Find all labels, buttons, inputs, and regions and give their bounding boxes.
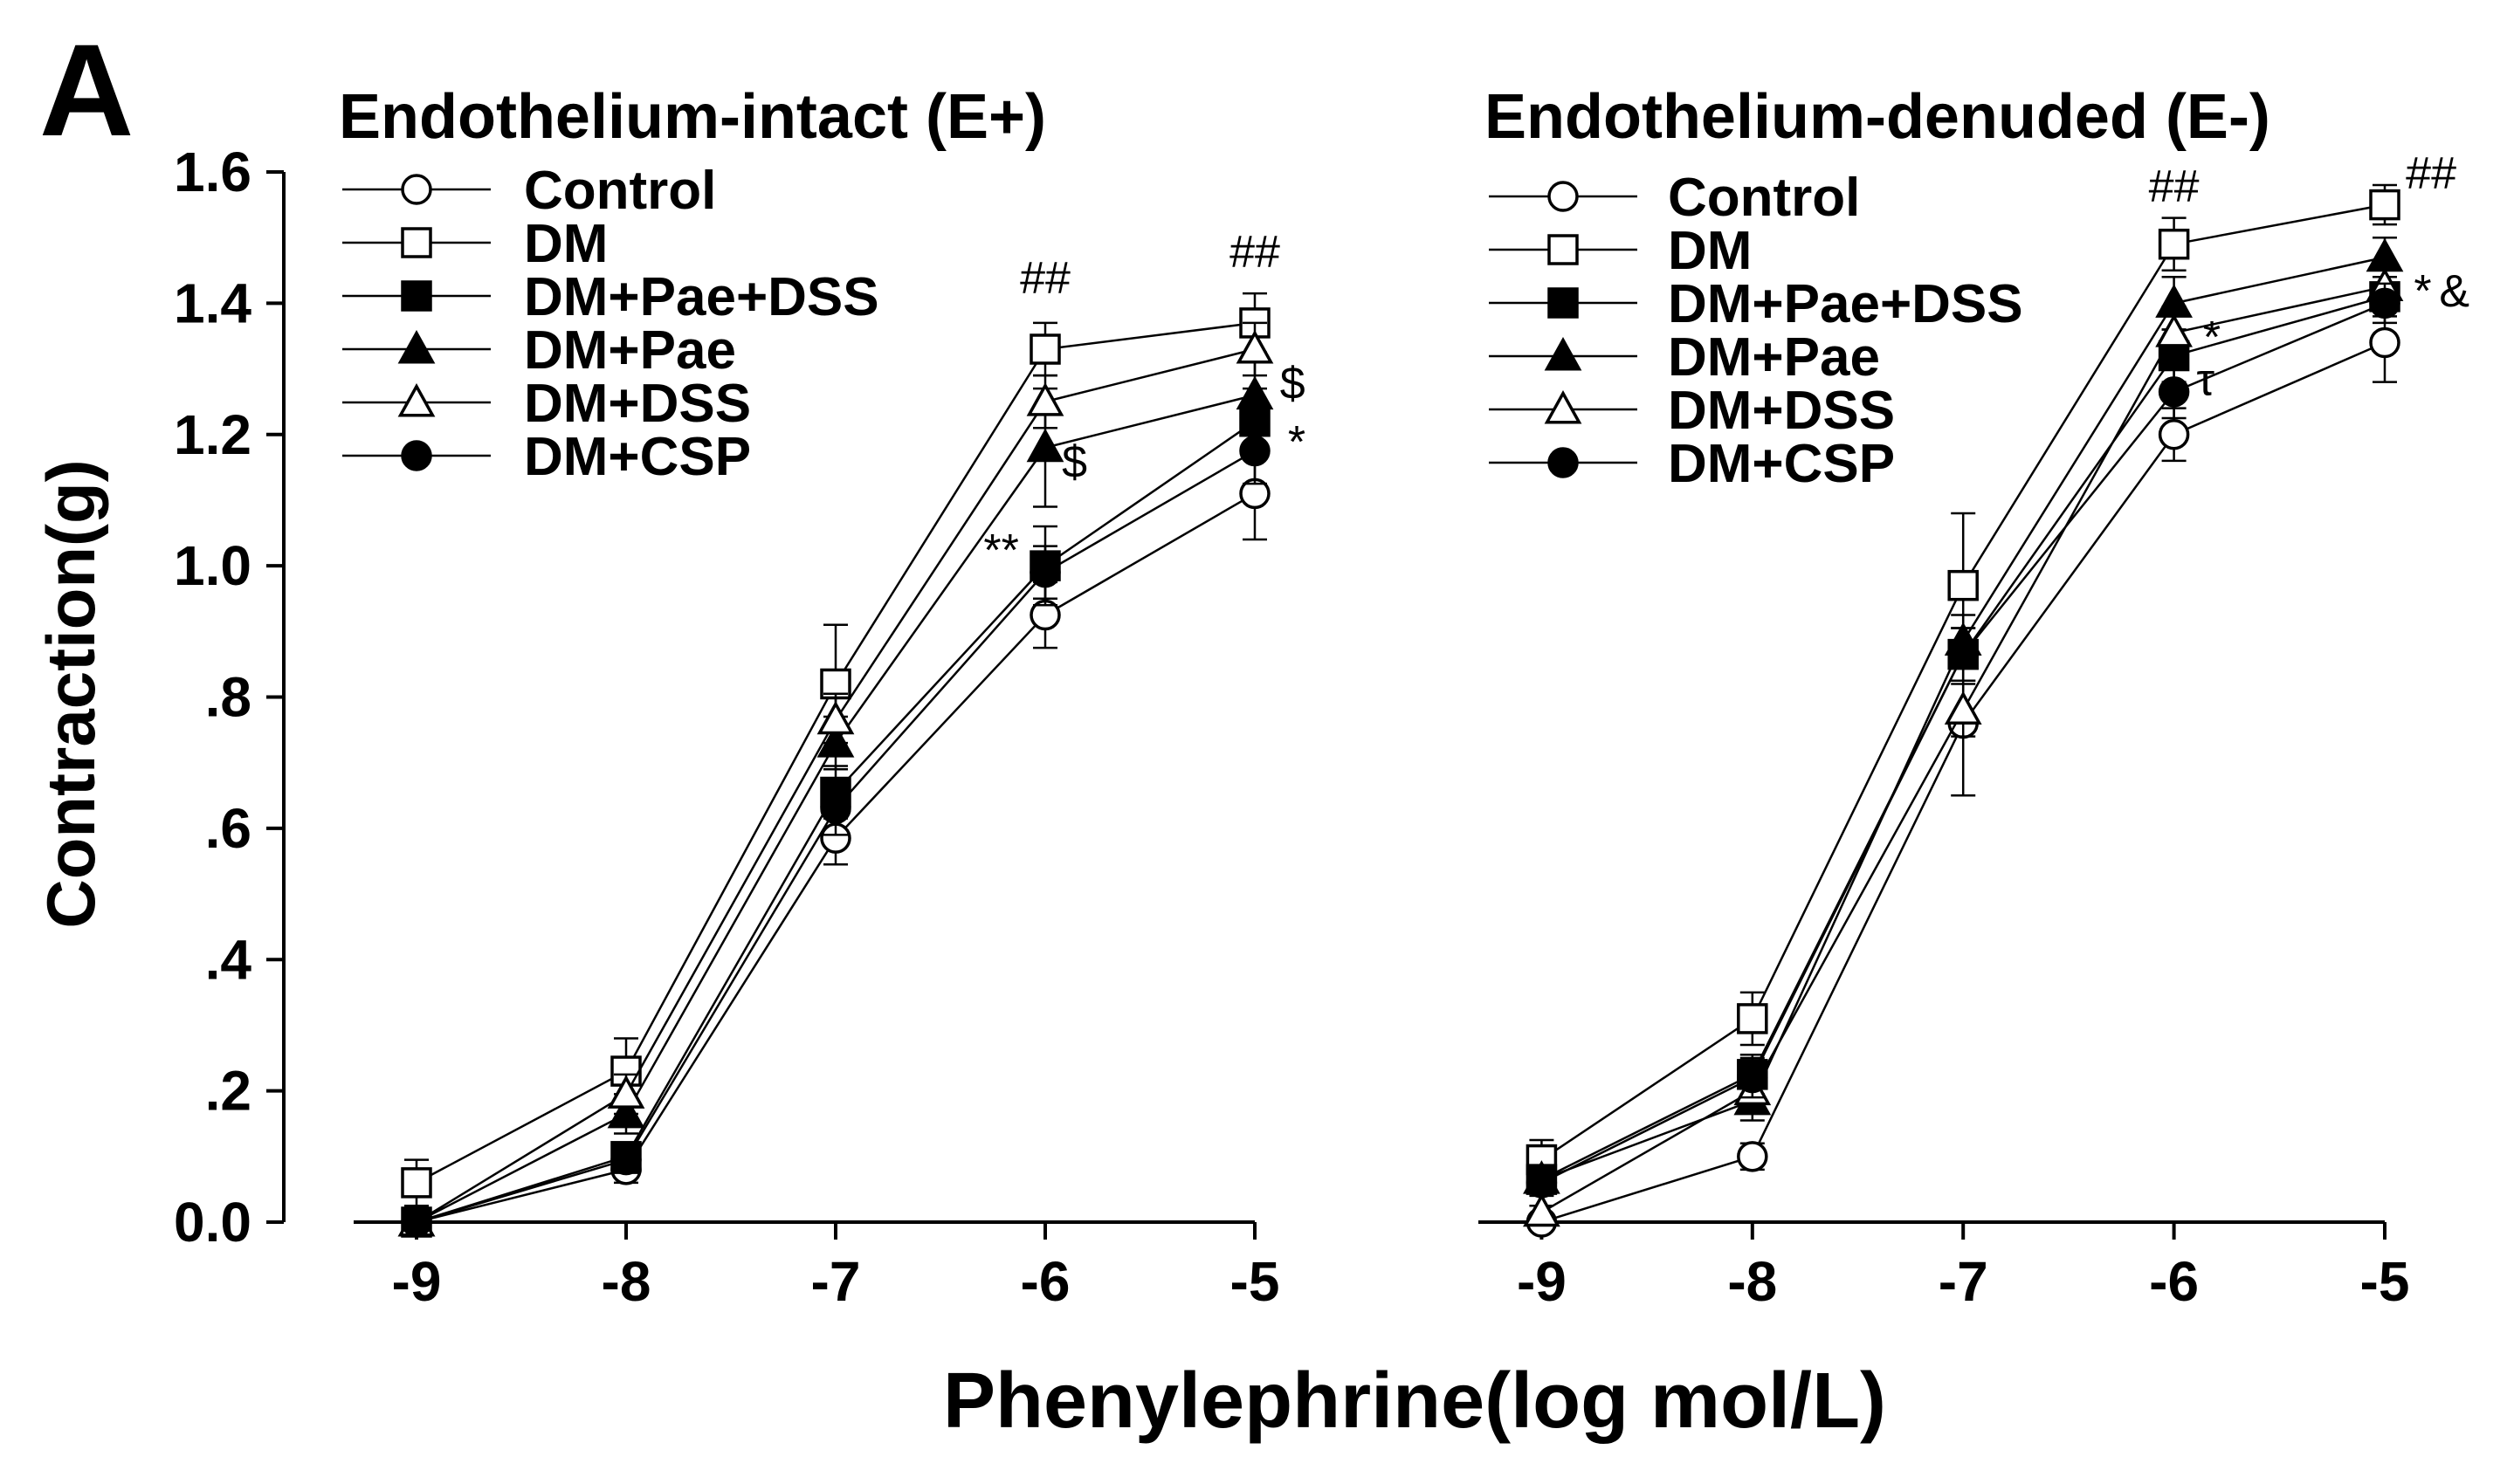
legend-marker-dm-pae [1544, 336, 1582, 371]
y-tick-label: .6 [205, 797, 251, 860]
legend-marker-dm-pae-dss [1547, 287, 1579, 319]
legend-label: DM+CSP [524, 427, 751, 487]
significance-annotation: ## [1020, 253, 1071, 304]
legend-label: DM+Pae [524, 320, 736, 381]
data-point-dm-csp [820, 793, 851, 825]
data-point-dm-csp [401, 1206, 432, 1238]
x-tick-label: -5 [2360, 1250, 2410, 1313]
data-point-dm-csp [2369, 287, 2400, 319]
data-point-dm [401, 1167, 432, 1199]
legend-label: DM+CSP [1668, 434, 1895, 494]
significance-annotation: $ [1280, 358, 1305, 409]
data-point-dm [2369, 189, 2400, 221]
data-point-dm-dss [1236, 330, 1274, 364]
x-tick-label: -8 [602, 1250, 651, 1313]
legend-marker-dm-dss [397, 382, 436, 417]
series-control [1526, 302, 2400, 1238]
y-tick-label: 1.4 [174, 271, 251, 334]
data-point-dm-dss [2155, 313, 2193, 347]
data-point-dm-pae [1026, 428, 1064, 463]
data-point-dm-dss [1026, 382, 1064, 416]
significance-annotation: ## [2406, 148, 2456, 199]
legend-label: DM+DSS [524, 374, 751, 434]
x-tick-label: -9 [392, 1250, 442, 1313]
data-point-dm-csp [2158, 376, 2190, 408]
legend-label: DM+Pae+DSS [524, 267, 879, 327]
x-tick-label: -8 [1727, 1250, 1777, 1313]
x-tick-label: -7 [811, 1250, 861, 1313]
data-point-control [2369, 326, 2400, 359]
x-tick-label: -5 [1230, 1250, 1280, 1313]
legend-label: Control [524, 161, 716, 221]
panel-label: A [39, 17, 134, 163]
data-point-dm-dss [816, 700, 855, 735]
data-point-dm-csp [1030, 556, 1061, 588]
data-point-dm [1737, 1003, 1768, 1034]
series-dm-csp [401, 416, 1271, 1238]
legend-label: DM [1668, 221, 1752, 281]
y-tick-label: .8 [205, 666, 251, 729]
data-point-dm-dss [1944, 690, 1982, 725]
data-point-dm-pae [1236, 375, 1274, 410]
data-point-control [2158, 419, 2190, 450]
legend-marker-dm-pae-dss [401, 280, 432, 312]
panel-2: Endothelium-denuded (E-)-9 -8 -7 -6 -5## ##*τ… [1478, 82, 2469, 1313]
legend-label: Control [1668, 168, 1860, 228]
x-tick-label: -7 [1939, 1250, 1988, 1313]
legend-label: DM [524, 214, 608, 274]
y-tick-label: 1.6 [174, 141, 251, 203]
significance-annotation: * [2414, 266, 2431, 317]
data-point-dm [1947, 569, 1979, 601]
x-tick-label: -6 [2149, 1250, 2199, 1313]
y-tick-label: 0.0 [174, 1191, 251, 1254]
significance-annotation: $ [1062, 437, 1087, 488]
legend-marker-dm-dss [1544, 389, 1582, 424]
data-point-dm-csp [1947, 638, 1979, 670]
panel-2-title: Endothelium-denuded (E-) [1484, 82, 2270, 152]
y-tick-label: .2 [205, 1060, 251, 1123]
data-point-dm [1030, 333, 1061, 365]
data-point-control [1737, 1141, 1768, 1172]
legend-marker-control [1547, 181, 1579, 212]
panel-1-title: Endothelium-intact (E+) [339, 82, 1046, 152]
y-tick-label: .4 [205, 928, 252, 991]
legend-label: DM+DSS [1668, 381, 1895, 441]
data-point-dm-csp [1239, 435, 1271, 467]
significance-annotation: * [1288, 417, 1305, 468]
x-tick-label: -9 [1517, 1250, 1567, 1313]
data-point-dm-csp [1737, 1061, 1768, 1094]
data-point-dm-dss [607, 1075, 645, 1109]
y-axis-label: Contraction(g) [32, 459, 109, 928]
data-point-dm-csp [610, 1144, 642, 1176]
legend-marker-dm-csp [1547, 447, 1579, 478]
x-tick-label: -6 [1021, 1250, 1071, 1313]
panel-1: Endothelium-intact (E+) -9 -8 -7 -6 -5 0.0 .2 .4… [174, 82, 1305, 1313]
data-point-dm-csp [1526, 1167, 1558, 1199]
significance-annotation: τ [2197, 355, 2215, 406]
data-point-dm-dss [1523, 1192, 1560, 1227]
significance-annotation: & [2439, 266, 2469, 317]
y-tick-label: 1.2 [174, 403, 251, 466]
data-point-dm [2158, 228, 2190, 260]
significance-annotation: ## [2149, 161, 2200, 212]
x-axis-label: Phenylephrine(log mol/L) [943, 1357, 1886, 1445]
legend-marker-dm [401, 227, 432, 258]
legend-label: DM+Pae+DSS [1668, 274, 2023, 334]
significance-annotation: * [2203, 313, 2221, 363]
data-point-dm-pae [2366, 237, 2404, 272]
legend-marker-control [401, 174, 432, 205]
series-dm-csp [1526, 282, 2400, 1199]
y-tick-label: 1.0 [174, 534, 251, 597]
legend-marker-dm-csp [401, 440, 432, 471]
legend-label: DM+Pae [1668, 327, 1880, 388]
series-control [401, 446, 1271, 1238]
legend-marker-dm [1547, 234, 1579, 265]
legend-marker-dm-pae [397, 329, 436, 364]
significance-annotation: ## [1229, 227, 1280, 278]
significance-annotation: ** [983, 526, 1018, 576]
